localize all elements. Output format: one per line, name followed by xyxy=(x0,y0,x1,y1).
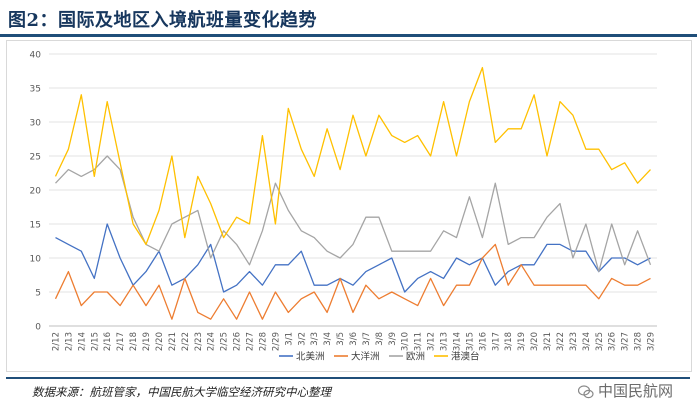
legend-label: 港澳台 xyxy=(451,351,480,363)
title-bar: 图2：国际及地区入境航班量变化趋势 xyxy=(0,0,697,34)
x-tick-label: 2/26 xyxy=(233,332,243,351)
x-tick-label: 3/25 xyxy=(595,332,605,351)
x-tick-label: 3/23 xyxy=(569,332,579,351)
x-tick-label: 3/17 xyxy=(491,332,501,351)
x-tick-label: 3/24 xyxy=(582,332,592,351)
y-tick-label: 30 xyxy=(30,119,42,129)
x-tick-label: 3/22 xyxy=(556,332,566,351)
x-tick-label: 2/25 xyxy=(220,332,230,351)
x-tick-label: 2/15 xyxy=(90,332,100,351)
x-tick-label: 3/6 xyxy=(349,332,359,346)
watermark: 中国民航网 xyxy=(577,380,673,401)
x-tick-label: 3/12 xyxy=(427,332,437,351)
page-title: 图2：国际及地区入境航班量变化趋势 xyxy=(8,10,318,31)
x-tick-label: 3/28 xyxy=(634,332,644,351)
line-chart: 0 5 10 15 20 25 30 35 40 2/12 2/13 2/14 2/15 2/16 2/17… xyxy=(30,51,657,363)
wechat-icon xyxy=(577,384,594,400)
series-line xyxy=(54,66,651,246)
series-line xyxy=(55,223,651,293)
x-tick-label: 3/20 xyxy=(530,332,540,351)
bottom-rule xyxy=(6,377,690,379)
x-tick-label: 3/7 xyxy=(362,332,372,346)
x-tick-label: 2/23 xyxy=(194,332,204,351)
x-tick-label: 3/15 xyxy=(465,332,475,351)
x-tick-label: 3/13 xyxy=(440,332,450,351)
y-tick-label: 0 xyxy=(35,323,41,333)
x-tick-label: 2/28 xyxy=(258,332,268,351)
x-tick-label: 2/16 xyxy=(103,332,113,351)
y-tick-label: 5 xyxy=(35,289,41,299)
x-tick-label: 2/18 xyxy=(129,332,139,351)
x-tick-label: 2/17 xyxy=(116,332,126,351)
x-tick-label: 3/4 xyxy=(323,332,333,346)
watermark-text: 中国民航网 xyxy=(597,382,673,400)
y-tick-label: 25 xyxy=(30,153,41,163)
y-tick-label: 20 xyxy=(30,187,42,197)
x-tick-label: 2/21 xyxy=(168,332,178,351)
x-tick-label: 3/11 xyxy=(414,332,424,351)
x-tick-label: 2/20 xyxy=(155,332,165,351)
x-tick-label: 2/12 xyxy=(51,332,61,351)
legend-label: 大洋洲 xyxy=(351,351,380,363)
y-tick-label: 15 xyxy=(30,221,41,231)
x-tick-label: 3/3 xyxy=(310,332,320,346)
x-tick-label: 2/27 xyxy=(246,332,256,351)
x-tick-label: 3/8 xyxy=(375,332,385,346)
y-tick-label: 10 xyxy=(30,255,42,265)
x-tick-label: 3/2 xyxy=(297,332,307,346)
x-tick-label: 3/9 xyxy=(388,332,398,346)
x-tick-label: 3/14 xyxy=(452,332,462,351)
x-tick-label: 2/29 xyxy=(271,332,281,351)
x-tick-label: 3/27 xyxy=(621,332,631,351)
legend-label: 北美洲 xyxy=(296,351,325,363)
x-tick-label: 2/14 xyxy=(77,332,87,351)
legend-label: 欧洲 xyxy=(406,351,425,363)
x-tick-label: 2/13 xyxy=(64,332,74,351)
x-tick-label: 3/21 xyxy=(543,332,553,351)
x-tick-label: 2/19 xyxy=(142,332,152,351)
source-note: 数据来源：航班管家，中国民航大学临空经济研究中心整理 xyxy=(32,385,331,399)
title-rule xyxy=(0,34,697,37)
x-tick-label: 3/29 xyxy=(647,332,657,351)
x-tick-label: 3/10 xyxy=(401,332,411,351)
chart-container: 0 5 10 15 20 25 30 35 40 2/12 2/13 2/14 2/15 2/16 2/17… xyxy=(6,40,692,372)
y-tick-label: 35 xyxy=(30,85,41,95)
series-line xyxy=(55,155,652,273)
x-tick-label: 3/16 xyxy=(478,332,488,351)
series-line xyxy=(54,243,651,320)
y-tick-label: 40 xyxy=(30,51,42,61)
x-tick-label: 3/5 xyxy=(336,332,346,346)
x-tick-label: 3/1 xyxy=(284,332,294,346)
x-tick-label: 2/22 xyxy=(181,332,191,351)
x-tick-label: 3/26 xyxy=(608,332,618,351)
x-tick-label: 3/19 xyxy=(517,332,527,351)
x-tick-label: 3/18 xyxy=(504,332,514,351)
x-tick-label: 2/24 xyxy=(207,332,217,351)
